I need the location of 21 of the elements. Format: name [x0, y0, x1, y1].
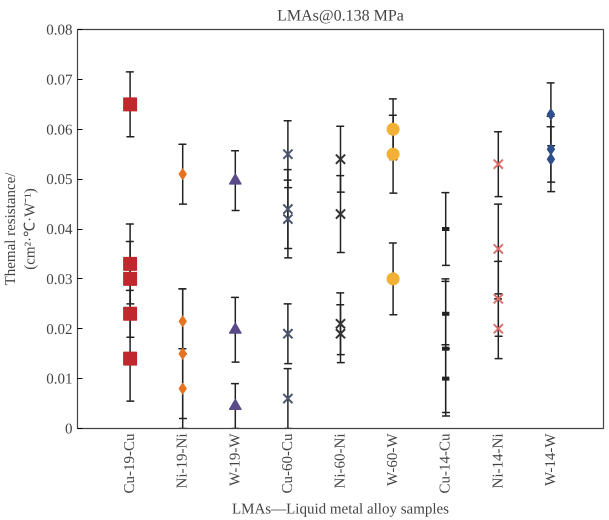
chart-title: LMAs@0.138 MPa	[277, 8, 404, 24]
y-tick-label: 0.05	[46, 172, 72, 188]
x-tick-label: Cu-14-Cu	[438, 433, 454, 494]
y-tick-label: 0.06	[46, 122, 73, 138]
y-tick-label: 0.02	[46, 322, 72, 338]
x-tick-label: Cu-19-Cu	[122, 433, 138, 494]
x-tick-label: Cu-60-Cu	[280, 433, 296, 494]
x-tick-label: Ni-14-Ni	[490, 433, 506, 488]
x-tick-label: W-60-W	[385, 432, 402, 486]
y-tick-label: 0	[65, 422, 72, 438]
x-tick-label: W-19-W	[227, 432, 244, 486]
y-tick-label: 0.08	[46, 22, 72, 38]
y-tick-label: 0.04	[46, 222, 73, 238]
x-tick-label: W-14-W	[542, 432, 559, 486]
x-tick-label: Ni-60-Ni	[332, 433, 348, 488]
x-tick-label: Ni-19-Ni	[174, 433, 191, 488]
y-tick-label: 0.01	[46, 372, 72, 388]
y-tick-label: 0.03	[46, 272, 72, 288]
x-axis-title: LMAs—Liquid metal alloy samples	[232, 502, 450, 518]
y-tick-label: 0.07	[46, 72, 73, 88]
y-axis-title: Themal resistance/ (cm²·℃·W⁻¹)	[3, 172, 38, 286]
